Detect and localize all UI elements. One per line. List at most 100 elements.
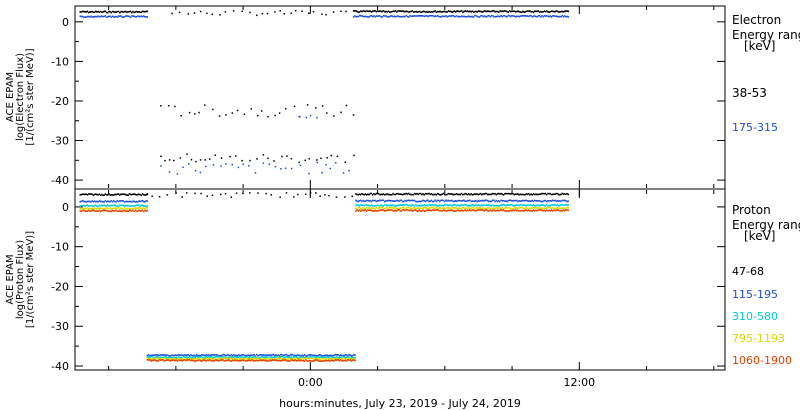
data-point [338,358,341,361]
data-point [373,193,375,195]
data-point [530,11,532,13]
data-point [493,199,495,202]
data-point [386,15,388,18]
data-point [307,356,309,359]
data-point [249,358,252,360]
data-point [476,11,478,13]
data-point [400,193,403,196]
data-point [80,210,83,213]
data-point [530,204,532,207]
data-point [79,11,81,13]
data-point [257,359,259,362]
data-point [466,15,469,18]
data-point [562,15,565,18]
data-point [179,357,181,360]
data-point [501,15,504,18]
data-point [86,207,89,209]
data-point [477,193,479,196]
data-point [308,157,310,160]
data-point [261,359,264,362]
data-point [393,209,395,212]
data-point [159,359,162,361]
data-point [442,199,445,202]
data-point [409,10,411,13]
data-point [197,357,199,360]
data-point [250,108,253,110]
data-point [207,359,210,362]
data-point [299,358,301,360]
data-point [227,358,229,361]
data-point [406,206,409,209]
data-point [275,354,277,356]
data-point [93,11,96,13]
data-point [104,193,107,195]
data-point [110,200,113,202]
data-point [284,358,287,360]
data-point [363,10,366,13]
data-point [548,15,550,18]
data-point [231,357,234,360]
data-point [122,16,125,18]
data-point [431,203,434,206]
data-point [308,12,310,14]
data-point [187,357,189,359]
data-point [284,356,287,359]
data-point [511,14,513,17]
data-point [356,15,358,18]
data-point [503,193,506,195]
data-point [460,10,463,12]
data-point [415,10,417,13]
data-point [390,15,392,17]
data-point [370,15,373,17]
data-point [367,209,369,211]
data-point [198,359,200,361]
data-point [472,206,475,209]
data-point [205,357,207,359]
data-point [551,206,554,209]
data-point [92,209,95,212]
data-point [385,203,387,206]
data-point [219,355,222,357]
data-point [359,199,362,202]
data-point [141,199,144,202]
data-point [279,353,282,356]
data-point [451,209,453,211]
data-point [135,10,138,13]
data-point [371,210,374,212]
data-point [171,354,174,357]
data-point [490,10,493,13]
data-point [270,354,272,357]
data-point [265,359,267,362]
data-point [469,16,471,18]
data-point [417,10,420,13]
data-point [494,210,496,212]
data-point [435,15,438,18]
data-point [447,199,449,202]
data-point [428,204,430,206]
data-point [284,167,287,170]
data-point [461,199,464,202]
data-point [375,204,377,207]
data-point [495,15,498,18]
data-point [470,209,472,212]
data-point [479,192,482,195]
data-point [511,10,513,13]
data-point [263,358,265,361]
data-point [531,210,533,212]
data-point [355,199,357,202]
data-point [98,11,101,13]
data-point [463,193,465,196]
data-point [261,110,263,112]
data-point [357,200,359,203]
data-point [213,356,216,359]
data-point [213,358,216,360]
data-point [237,354,240,356]
data-point [254,356,257,358]
data-point [209,354,211,357]
data-point [239,359,241,362]
data-point [358,206,361,209]
data-point [487,200,489,202]
data-point [131,207,133,210]
data-point [175,356,177,359]
data-point [116,10,119,13]
